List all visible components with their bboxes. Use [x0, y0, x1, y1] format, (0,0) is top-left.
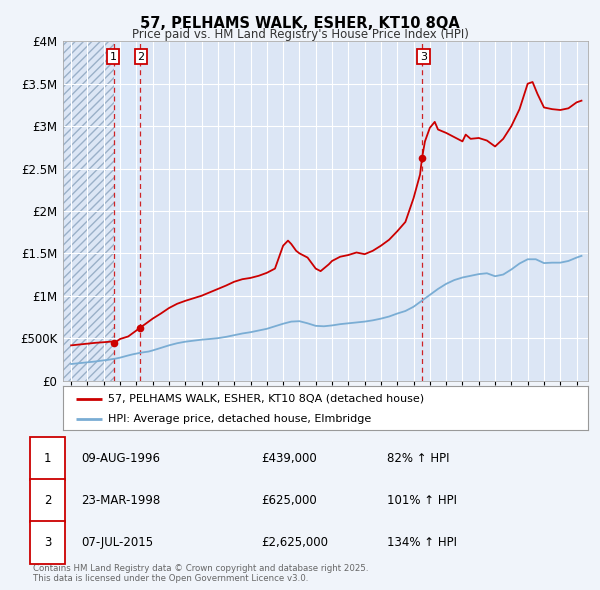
Text: Price paid vs. HM Land Registry's House Price Index (HPI): Price paid vs. HM Land Registry's House … [131, 28, 469, 41]
Text: 57, PELHAMS WALK, ESHER, KT10 8QA (detached house): 57, PELHAMS WALK, ESHER, KT10 8QA (detac… [107, 394, 424, 404]
Bar [114, 41, 140, 381]
Text: £2,625,000: £2,625,000 [261, 536, 328, 549]
Bar [63, 41, 114, 381]
Text: 57, PELHAMS WALK, ESHER, KT10 8QA: 57, PELHAMS WALK, ESHER, KT10 8QA [140, 16, 460, 31]
Text: 2: 2 [44, 494, 51, 507]
Text: 23-MAR-1998: 23-MAR-1998 [81, 494, 160, 507]
Text: Contains HM Land Registry data © Crown copyright and database right 2025.
This d: Contains HM Land Registry data © Crown c… [33, 563, 368, 583]
Text: 1: 1 [109, 51, 116, 61]
Text: £625,000: £625,000 [261, 494, 317, 507]
Text: 1: 1 [44, 452, 51, 466]
Text: 134% ↑ HPI: 134% ↑ HPI [387, 536, 457, 549]
Text: HPI: Average price, detached house, Elmbridge: HPI: Average price, detached house, Elmb… [107, 414, 371, 424]
Text: 82% ↑ HPI: 82% ↑ HPI [387, 452, 449, 466]
Text: £439,000: £439,000 [261, 452, 317, 466]
Text: 07-JUL-2015: 07-JUL-2015 [81, 536, 153, 549]
Text: 3: 3 [420, 51, 427, 61]
Text: 2: 2 [137, 51, 145, 61]
Text: 101% ↑ HPI: 101% ↑ HPI [387, 494, 457, 507]
Text: 3: 3 [44, 536, 51, 549]
Text: 09-AUG-1996: 09-AUG-1996 [81, 452, 160, 466]
